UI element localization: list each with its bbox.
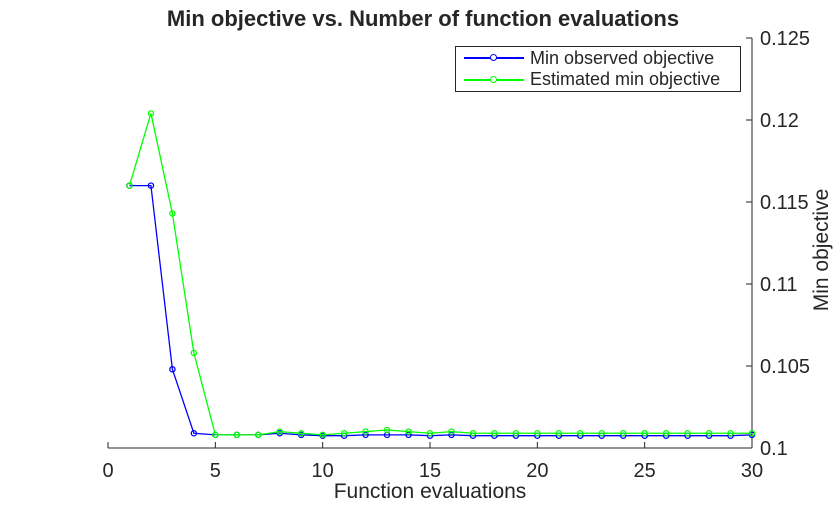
x-axis-label: Function evaluations	[333, 480, 527, 503]
data-marker	[276, 428, 283, 435]
x-tick-label: 20	[526, 460, 548, 482]
x-tick-label: 5	[210, 460, 221, 482]
data-marker	[491, 429, 498, 437]
data-marker	[534, 429, 541, 437]
legend-line-sample	[464, 75, 524, 83]
legend-item-min-observed: Min observed objective	[456, 48, 740, 69]
legend: Min observed objective Estimated min obj…	[455, 46, 741, 92]
legend-marker-icon	[490, 75, 497, 83]
data-marker	[469, 429, 477, 437]
data-marker	[555, 429, 563, 437]
series-line-1	[128, 113, 752, 436]
data-marker	[190, 349, 198, 357]
data-marker	[362, 428, 369, 435]
data-marker	[512, 429, 520, 437]
data-marker	[169, 366, 176, 373]
data-marker	[147, 110, 155, 117]
data-marker	[705, 429, 713, 437]
data-marker	[405, 431, 412, 439]
data-marker	[598, 429, 605, 437]
data-marker	[147, 182, 155, 189]
data-marker	[297, 429, 305, 437]
legend-line-sample	[464, 54, 524, 62]
data-marker	[727, 429, 734, 437]
y-tick-label: 0.125	[760, 28, 810, 50]
y-tick-label: 0.1	[760, 438, 788, 460]
data-marker	[340, 429, 348, 437]
data-marker	[233, 431, 241, 439]
y-tick-label: 0.115	[760, 192, 809, 214]
data-marker	[577, 429, 584, 437]
legend-item-estimated-min: Estimated min objective	[456, 69, 740, 90]
y-axis-label: Min objective	[810, 188, 833, 312]
x-tick-label: 0	[102, 460, 113, 482]
data-marker	[212, 431, 219, 439]
data-marker	[383, 426, 391, 434]
y-tick-label: 0.11	[760, 274, 797, 296]
data-marker	[405, 428, 412, 435]
data-marker	[190, 429, 198, 437]
data-marker	[362, 431, 369, 439]
x-tick-label: 25	[634, 460, 656, 482]
x-tick-label: 30	[741, 460, 763, 482]
data-marker	[748, 429, 756, 437]
data-marker	[255, 431, 262, 439]
legend-marker-icon	[490, 54, 497, 62]
data-marker	[619, 429, 627, 437]
x-tick-label: 10	[312, 460, 334, 482]
legend-item-label: Estimated min objective	[530, 69, 721, 90]
legend-item-label: Min observed objective	[530, 47, 715, 68]
series-line-0	[129, 184, 753, 437]
data-marker	[448, 428, 455, 435]
data-marker	[126, 182, 133, 189]
data-marker	[319, 431, 326, 439]
data-marker	[684, 429, 691, 437]
data-marker	[662, 429, 670, 437]
chart-title: Min objective vs. Number of function eva…	[166, 6, 680, 31]
y-tick-label: 0.12	[760, 110, 799, 132]
data-marker	[169, 210, 176, 217]
x-tick-label: 15	[419, 460, 441, 482]
y-tick-label: 0.105	[760, 356, 810, 378]
data-marker	[448, 431, 455, 439]
data-marker	[426, 429, 434, 437]
data-marker	[641, 429, 648, 437]
